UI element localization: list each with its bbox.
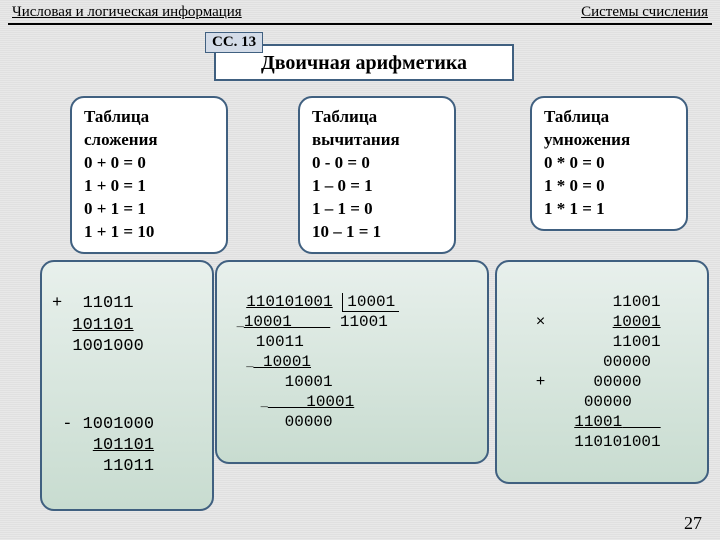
section-tag: СС. 13 <box>205 32 263 53</box>
calc-div-body: 110101001 10001 _10001 11001 10011 _ 100… <box>227 272 477 452</box>
rule-add-l2: 0 + 1 = 1 <box>84 198 214 221</box>
calc-add: + 11011 101101 1001000 <box>52 272 202 378</box>
page-number: 27 <box>684 513 702 534</box>
rule-sub-l2: 1 – 1 = 0 <box>312 198 442 221</box>
calc-div: 110101001 10001 _10001 11001 10011 _ 100… <box>215 260 489 464</box>
rule-sub: Таблица вычитания 0 - 0 = 0 1 – 0 = 1 1 … <box>298 96 456 254</box>
calc-mul: 11001 × 10001 11001 00000 + 00000 00000 … <box>495 260 709 484</box>
rule-mul-title: Таблица умножения <box>544 106 674 152</box>
rule-add-l1: 1 + 0 = 1 <box>84 175 214 198</box>
header-right: Системы счисления <box>581 4 708 21</box>
rule-add-l0: 0 + 0 = 0 <box>84 152 214 175</box>
rule-sub-l1: 1 – 0 = 1 <box>312 175 442 198</box>
rule-mul-l2: 1 * 1 = 1 <box>544 198 674 221</box>
rule-add-title: Таблица сложения <box>84 106 214 152</box>
rule-sub-title: Таблица вычитания <box>312 106 442 152</box>
rule-add: Таблица сложения 0 + 0 = 0 1 + 0 = 1 0 +… <box>70 96 228 254</box>
header-left: Числовая и логическая информация <box>12 4 242 21</box>
calc-addsub: + 11011 101101 1001000 - 1001000 101101 … <box>40 260 214 511</box>
rule-mul-l0: 0 * 0 = 0 <box>544 152 674 175</box>
calc-sub: - 1001000 101101 11011 <box>52 392 202 498</box>
header-rule <box>8 23 712 25</box>
rule-mul-l1: 1 * 0 = 0 <box>544 175 674 198</box>
rule-add-l3: 1 + 1 = 10 <box>84 221 214 244</box>
rule-mul: Таблица умножения 0 * 0 = 0 1 * 0 = 0 1 … <box>530 96 688 231</box>
rule-sub-l3: 10 – 1 = 1 <box>312 221 442 244</box>
rule-sub-l0: 0 - 0 = 0 <box>312 152 442 175</box>
calc-mul-body: 11001 × 10001 11001 00000 + 00000 00000 … <box>507 272 697 472</box>
